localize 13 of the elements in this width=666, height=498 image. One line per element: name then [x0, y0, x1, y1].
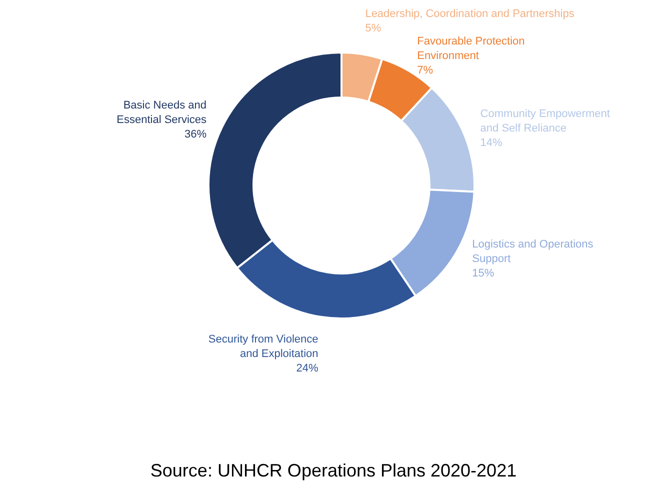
slice-label: Logistics and Operations Support — [472, 238, 594, 266]
data-label: 5% — [365, 22, 382, 34]
slice-label: Favourable Protection Environment — [417, 36, 525, 62]
slice-label: Basic Needs and Essential Services — [116, 100, 207, 126]
data-label: 24% — [296, 362, 318, 374]
source-note: Source: UNHCR Operations Plans 2020-2021 — [150, 460, 517, 480]
slice-label: Leadership, Coordination and Partnerships — [365, 8, 575, 20]
data-label: 36% — [184, 128, 207, 141]
slice-label: Security from Violence and Exploitation — [208, 334, 318, 360]
data-label: 7% — [417, 64, 434, 76]
data-label: 15% — [472, 268, 494, 280]
slice-label: Community Empowerment and Self Reliance — [480, 108, 610, 135]
data-label: 14% — [480, 137, 503, 150]
